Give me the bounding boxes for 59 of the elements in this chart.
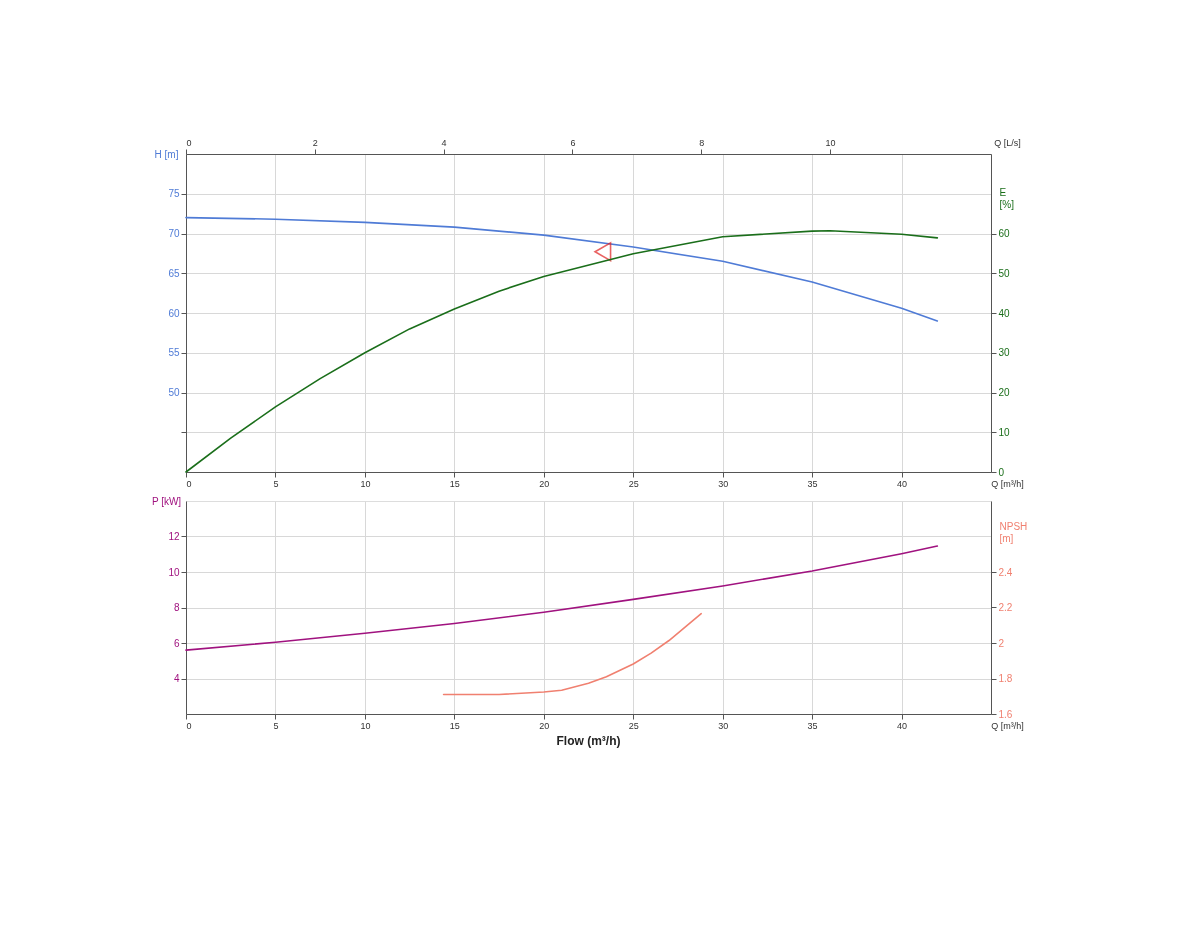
x-tick-label: 40: [897, 478, 908, 489]
line-series: [185, 216, 939, 322]
line-series: [185, 229, 939, 473]
x-tick-label: 40: [897, 720, 908, 731]
x2-tick-label: 6: [570, 137, 576, 148]
x-tick-label: 0: [186, 720, 192, 731]
x-tick-label: 10: [360, 720, 371, 731]
y-tick-label: 10: [168, 566, 180, 578]
x-tick-label: 25: [628, 478, 639, 489]
x-tick-label: 5: [273, 720, 279, 731]
x-axis-title: Q [m³/h]: [991, 478, 1024, 489]
y2-tick-label: 40: [998, 307, 1011, 319]
x2-axis-title: Q [L/s]: [994, 137, 1021, 148]
line-series: [185, 545, 939, 651]
x-tick-label: 0: [186, 478, 192, 489]
x2-tick-label: 2: [312, 137, 318, 148]
x-tick-label: 30: [718, 478, 729, 489]
y2-tick-label: 2: [998, 637, 1005, 649]
y-tick-label: 6: [173, 637, 180, 649]
y2-tick-label: 50: [998, 267, 1011, 279]
x-tick-label: 35: [807, 720, 818, 731]
x-tick-label: 20: [539, 478, 550, 489]
y-tick-label: 70: [168, 228, 180, 239]
y2-axis-title: NPSH [m]: [999, 520, 1028, 544]
y2-tick-label: 1.6: [998, 708, 1013, 720]
x-tick-label: 15: [449, 720, 460, 731]
y-tick-label: 4: [173, 673, 180, 684]
y-tick-label: 65: [168, 267, 180, 279]
x-tick-label: 25: [628, 720, 639, 731]
y2-tick-label: 2.4: [998, 566, 1013, 578]
text: Flow (m³/h): [556, 734, 621, 748]
y2-tick-label: 20: [998, 387, 1011, 398]
y-tick-label: 60: [168, 307, 180, 319]
y2-tick-label: 1.8: [998, 673, 1013, 684]
x2-tick-label: 10: [825, 137, 836, 148]
x-tick-label: 5: [273, 478, 279, 489]
x-tick-label: 10: [360, 478, 371, 489]
y2-tick-label: 10: [998, 426, 1011, 438]
y-tick-label: 50: [168, 387, 180, 398]
x2-tick-label: 0: [186, 137, 192, 148]
y-tick-label: 75: [168, 188, 180, 200]
y-tick-label: 12: [168, 531, 180, 542]
y-tick-label: 55: [168, 347, 180, 359]
x2-tick-label: 8: [699, 137, 705, 148]
x-axis-title: Q [m³/h]: [991, 720, 1024, 731]
y2-tick-label: 2.2: [998, 602, 1013, 613]
x-tick-label: 30: [718, 720, 729, 731]
x-tick-label: 15: [449, 478, 460, 489]
y2-tick-label: 60: [998, 228, 1011, 239]
y-tick-label: 8: [173, 602, 180, 613]
y-axis-title: P [kW]: [151, 495, 182, 507]
y2-tick-label: 30: [998, 347, 1011, 359]
y-axis-title: H [m]: [154, 148, 179, 160]
y2-tick-label: 0: [998, 466, 1005, 478]
x-tick-label: 20: [539, 720, 550, 731]
x2-tick-label: 4: [441, 137, 447, 148]
y2-axis-title: E [%]: [999, 186, 1015, 210]
line-series: [442, 612, 702, 696]
x-tick-label: 35: [807, 478, 818, 489]
